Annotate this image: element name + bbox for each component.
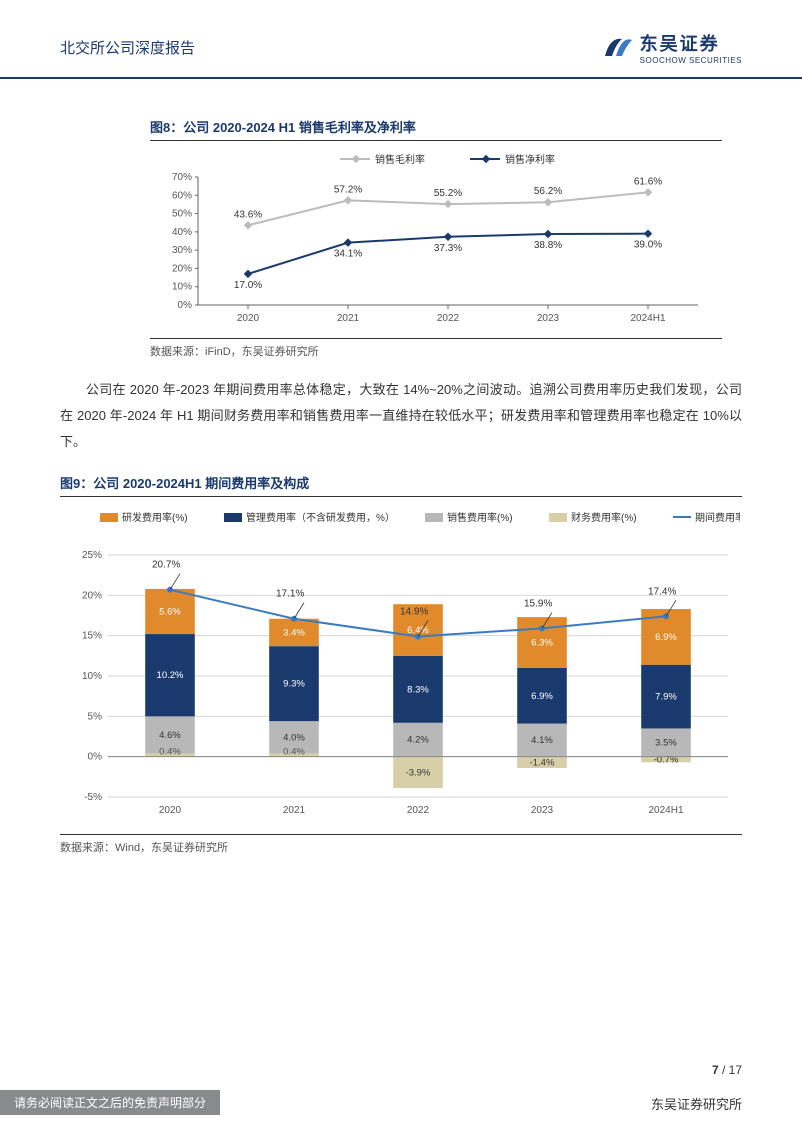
svg-text:-1.4%: -1.4% bbox=[530, 757, 555, 768]
page-number: 7 / 17 bbox=[712, 1063, 742, 1077]
svg-text:38.8%: 38.8% bbox=[534, 240, 562, 251]
svg-text:14.9%: 14.9% bbox=[400, 606, 428, 617]
svg-text:60%: 60% bbox=[172, 190, 192, 201]
svg-text:销售毛利率: 销售毛利率 bbox=[375, 153, 425, 166]
svg-text:20%: 20% bbox=[172, 263, 192, 274]
svg-text:2022: 2022 bbox=[407, 805, 430, 816]
svg-text:0.4%: 0.4% bbox=[283, 747, 305, 758]
page-current: 7 bbox=[712, 1063, 719, 1077]
logo-text-cn: 东吴证券 bbox=[640, 30, 742, 56]
svg-text:37.3%: 37.3% bbox=[434, 243, 462, 254]
figure9-source: 数据来源：Wind，东吴证券研究所 bbox=[60, 834, 742, 855]
svg-text:财务费用率(%): 财务费用率(%) bbox=[571, 511, 637, 524]
svg-text:20.7%: 20.7% bbox=[152, 560, 180, 571]
svg-text:43.6%: 43.6% bbox=[234, 209, 262, 220]
logo-text-en: SOOCHOW SECURITIES bbox=[640, 56, 742, 65]
company-logo: 东吴证券 SOOCHOW SECURITIES bbox=[602, 30, 742, 65]
svg-text:销售净利率: 销售净利率 bbox=[505, 153, 555, 166]
svg-text:56.2%: 56.2% bbox=[534, 186, 562, 197]
svg-text:2022: 2022 bbox=[437, 313, 460, 324]
page-content: 图8：公司 2020-2024 H1 销售毛利率及净利率 销售毛利率 销售净利率 0… bbox=[0, 79, 802, 855]
body-paragraph: 公司在 2020 年-2023 年期间费用率总体稳定，大致在 14%~20%之间… bbox=[60, 377, 742, 455]
disclaimer-bar: 请务必阅读正文之后的免责声明部分 bbox=[0, 1090, 220, 1115]
svg-text:15.9%: 15.9% bbox=[524, 598, 552, 609]
svg-text:2024H1: 2024H1 bbox=[648, 805, 683, 816]
svg-text:10.2%: 10.2% bbox=[157, 670, 184, 681]
svg-text:2020: 2020 bbox=[237, 313, 260, 324]
svg-text:9.3%: 9.3% bbox=[283, 679, 305, 690]
logo-icon bbox=[602, 34, 634, 62]
svg-text:34.1%: 34.1% bbox=[334, 249, 362, 260]
svg-text:2024H1: 2024H1 bbox=[630, 313, 665, 324]
svg-text:4.0%: 4.0% bbox=[283, 732, 305, 743]
svg-text:5%: 5% bbox=[88, 711, 103, 722]
svg-text:8.3%: 8.3% bbox=[407, 684, 429, 695]
svg-text:15%: 15% bbox=[82, 631, 102, 642]
svg-text:3.5%: 3.5% bbox=[655, 738, 677, 749]
svg-text:70%: 70% bbox=[172, 172, 192, 183]
svg-text:-0.7%: -0.7% bbox=[654, 754, 679, 765]
figure8-chart: 销售毛利率 销售净利率 0% 10% 20% 30% 40% 50% 60% 70% 2020 202… bbox=[150, 149, 722, 332]
svg-text:2023: 2023 bbox=[531, 805, 554, 816]
page-total: 17 bbox=[729, 1063, 742, 1077]
svg-text:17.1%: 17.1% bbox=[276, 589, 304, 600]
logo-text: 东吴证券 SOOCHOW SECURITIES bbox=[640, 30, 742, 65]
figure9-title: 图9：公司 2020-2024H1 期间费用率及构成 bbox=[60, 473, 742, 497]
svg-text:61.6%: 61.6% bbox=[634, 176, 662, 187]
svg-text:6.9%: 6.9% bbox=[531, 691, 553, 702]
svg-text:6.3%: 6.3% bbox=[531, 638, 553, 649]
svg-text:4.2%: 4.2% bbox=[407, 735, 429, 746]
svg-text:39.0%: 39.0% bbox=[634, 240, 662, 251]
svg-text:2021: 2021 bbox=[337, 313, 360, 324]
svg-text:管理费用率（不含研发费用，%）: 管理费用率（不含研发费用，%） bbox=[246, 511, 395, 524]
svg-text:0.4%: 0.4% bbox=[159, 747, 181, 758]
svg-text:4.1%: 4.1% bbox=[531, 735, 553, 746]
svg-text:25%: 25% bbox=[82, 550, 102, 561]
svg-text:55.2%: 55.2% bbox=[434, 188, 462, 199]
svg-text:期间费用率(%): 期间费用率(%) bbox=[695, 511, 740, 524]
svg-text:2020: 2020 bbox=[159, 805, 182, 816]
svg-text:30%: 30% bbox=[172, 245, 192, 256]
svg-text:销售费用率(%): 销售费用率(%) bbox=[447, 511, 513, 524]
page-sep: / bbox=[719, 1063, 729, 1077]
svg-text:40%: 40% bbox=[172, 227, 192, 238]
svg-text:-3.9%: -3.9% bbox=[406, 767, 431, 778]
figure9-chart: 研发费用率(%) 管理费用率（不含研发费用，%） 销售费用率(%) 财务费用率(%) 期… bbox=[60, 505, 742, 828]
page-header: 北交所公司深度报告 东吴证券 SOOCHOW SECURITIES bbox=[0, 0, 802, 79]
svg-text:0%: 0% bbox=[178, 300, 193, 311]
figure8-title: 图8：公司 2020-2024 H1 销售毛利率及净利率 bbox=[150, 117, 722, 141]
svg-text:5.6%: 5.6% bbox=[159, 606, 181, 617]
header-title: 北交所公司深度报告 bbox=[60, 37, 195, 58]
svg-text:20%: 20% bbox=[82, 590, 102, 601]
footer-org: 东吴证券研究所 bbox=[651, 1094, 742, 1113]
svg-text:2023: 2023 bbox=[537, 313, 560, 324]
page-footer: 7 / 17 请务必阅读正文之后的免责声明部分 东吴证券研究所 bbox=[0, 1063, 802, 1133]
svg-text:7.9%: 7.9% bbox=[655, 692, 677, 703]
figure8-source: 数据来源：iFinD，东吴证券研究所 bbox=[150, 338, 722, 359]
svg-text:57.2%: 57.2% bbox=[334, 184, 362, 195]
svg-text:17.4%: 17.4% bbox=[648, 586, 676, 597]
svg-text:研发费用率(%): 研发费用率(%) bbox=[122, 511, 188, 524]
svg-text:10%: 10% bbox=[82, 671, 102, 682]
svg-text:17.0%: 17.0% bbox=[234, 280, 262, 291]
svg-text:-5%: -5% bbox=[84, 792, 102, 803]
svg-text:10%: 10% bbox=[172, 282, 192, 293]
svg-text:2021: 2021 bbox=[283, 805, 306, 816]
svg-text:6.9%: 6.9% bbox=[655, 632, 677, 643]
svg-text:50%: 50% bbox=[172, 209, 192, 220]
svg-text:0%: 0% bbox=[88, 752, 103, 763]
svg-text:3.4%: 3.4% bbox=[283, 627, 305, 638]
svg-text:4.6%: 4.6% bbox=[159, 730, 181, 741]
